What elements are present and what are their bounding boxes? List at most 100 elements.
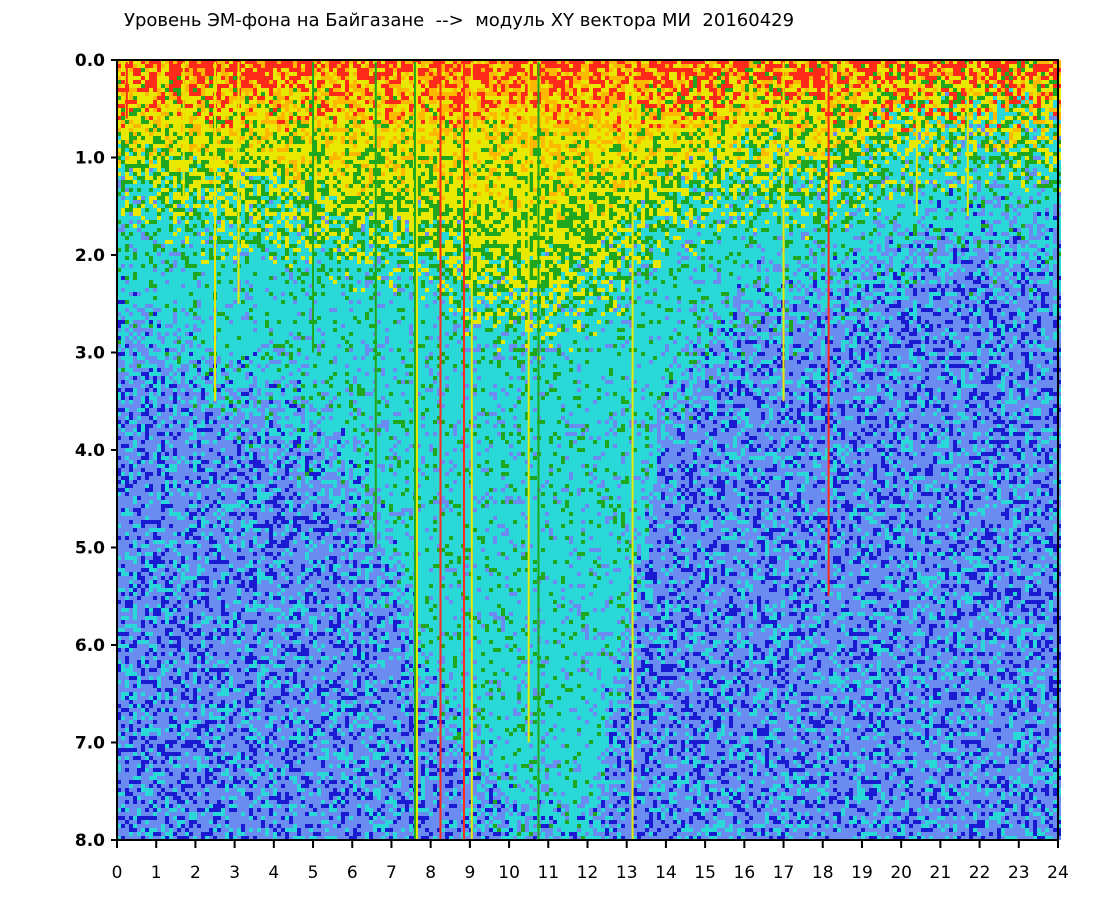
heatmap-cell: [793, 64, 797, 68]
heatmap-cell: [541, 80, 545, 84]
heatmap-cell: [821, 84, 825, 88]
heatmap-cell: [813, 92, 817, 96]
heatmap-cell: [133, 72, 137, 76]
heatmap-cell: [989, 72, 993, 76]
heatmap-cell: [349, 72, 353, 76]
heatmap-cell: [449, 76, 453, 80]
heatmap-cell: [433, 72, 437, 76]
heatmap-cell: [705, 72, 709, 76]
heatmap-cell: [1005, 80, 1009, 84]
heatmap-cell: [953, 68, 957, 72]
heatmap-cell: [833, 76, 837, 80]
heatmap-cell: [837, 76, 841, 80]
heatmap-cell: [877, 64, 881, 68]
heatmap-cell: [549, 72, 553, 76]
heatmap-cell: [649, 84, 653, 88]
heatmap-cell: [477, 84, 481, 88]
heatmap-cell: [557, 80, 561, 84]
heatmap-cell: [849, 80, 853, 84]
heatmap-cell: [657, 72, 661, 76]
heatmap-cell: [721, 80, 725, 84]
heatmap-cell: [249, 76, 253, 80]
heatmap-cell: [685, 76, 689, 80]
heatmap-cell: [969, 80, 973, 84]
heatmap-cell: [241, 92, 245, 96]
heatmap-cell: [297, 80, 301, 84]
heatmap-cell: [1009, 76, 1013, 80]
heatmap-cell: [949, 68, 953, 72]
heatmap-cell: [717, 92, 721, 96]
heatmap-cell: [981, 64, 985, 68]
heatmap-cell: [689, 76, 693, 80]
heatmap-cell: [677, 88, 681, 92]
heatmap-cell: [573, 72, 577, 76]
heatmap-cell: [509, 92, 513, 96]
heatmap-cell: [677, 64, 681, 68]
heatmap-cell: [833, 72, 837, 76]
heatmap-cell: [361, 84, 365, 88]
heatmap-cell: [593, 64, 597, 68]
heatmap-cell: [765, 76, 769, 80]
heatmap-cell: [741, 88, 745, 92]
heatmap-cell: [777, 84, 781, 88]
heatmap-cell: [577, 84, 581, 88]
heatmap-cell: [1005, 72, 1009, 76]
heatmap-cell: [645, 72, 649, 76]
heatmap-cell: [857, 88, 861, 92]
heatmap-cell: [785, 68, 789, 72]
heatmap-cell: [869, 84, 873, 88]
heatmap-cell: [301, 80, 305, 84]
heatmap-cell: [329, 76, 333, 80]
heatmap-cell: [257, 88, 261, 92]
heatmap-cell: [369, 76, 373, 80]
heatmap-cell: [545, 84, 549, 88]
heatmap-cell: [745, 84, 749, 88]
heatmap-cell: [137, 76, 141, 80]
heatmap-cell: [681, 72, 685, 76]
heatmap-cell: [377, 88, 381, 92]
heatmap-cell: [473, 88, 477, 92]
heatmap-cell: [601, 84, 605, 88]
heatmap-cell: [949, 84, 953, 88]
heatmap-cell: [325, 80, 329, 84]
heatmap-cell: [981, 88, 985, 92]
heatmap-cell: [585, 64, 589, 68]
heatmap-cell: [353, 92, 357, 96]
heatmap-cell: [177, 92, 181, 96]
heatmap-cell: [777, 72, 781, 76]
heatmap-cell: [573, 76, 577, 80]
heatmap-cell: [445, 76, 449, 80]
heatmap-cell: [833, 68, 837, 72]
heatmap-cell: [573, 68, 577, 72]
heatmap-cell: [477, 68, 481, 72]
heatmap-cell: [505, 92, 509, 96]
heatmap-cell: [493, 84, 497, 88]
heatmap-cell: [1025, 68, 1029, 72]
heatmap-cell: [1045, 88, 1049, 92]
heatmap-cell: [853, 80, 857, 84]
heatmap-cell: [549, 92, 553, 96]
heatmap-cell: [1049, 88, 1053, 92]
heatmap-cell: [265, 88, 269, 92]
heatmap-cell: [653, 72, 657, 76]
heatmap-cell: [173, 80, 177, 84]
heatmap-cell: [229, 64, 233, 68]
heatmap-cell: [121, 72, 125, 76]
heatmap-cell: [881, 88, 885, 92]
heatmap-cell: [973, 84, 977, 88]
heatmap-cell: [405, 88, 409, 92]
heatmap-cell: [141, 88, 145, 92]
heatmap-cell: [185, 92, 189, 96]
heatmap-cell: [301, 84, 305, 88]
heatmap-cell: [205, 92, 209, 96]
heatmap-cell: [749, 84, 753, 88]
heatmap-cell: [157, 72, 161, 76]
heatmap-cell: [877, 92, 881, 96]
heatmap-cell: [877, 68, 881, 72]
heatmap-cell: [641, 80, 645, 84]
heatmap-cell: [725, 88, 729, 92]
heatmap-cell: [1033, 72, 1037, 76]
heatmap-cell: [797, 84, 801, 88]
heatmap-cell: [169, 76, 173, 80]
heatmap-cell: [129, 88, 133, 92]
